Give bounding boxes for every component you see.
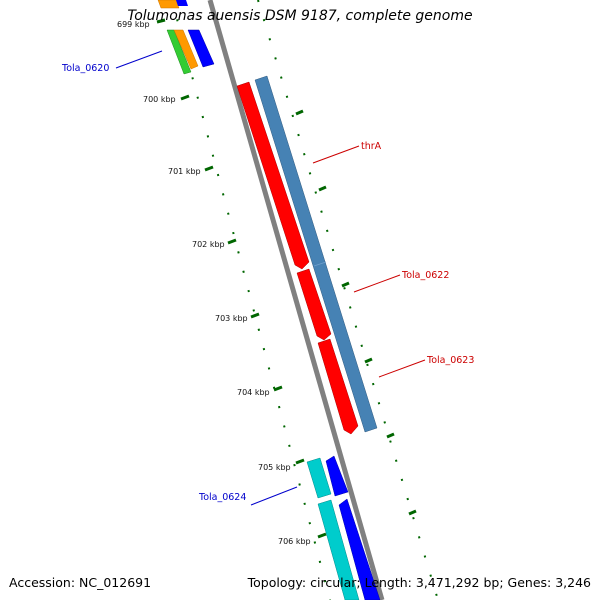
tick-703 [250, 312, 260, 319]
tick-label-702: 702 kbp [192, 240, 225, 249]
tick-label-701: 701 kbp [168, 167, 201, 176]
cds-orange-0620 [173, 29, 199, 70]
cds-blue-0620 [187, 29, 215, 68]
tick-699 [156, 18, 166, 24]
tick-label-706: 706 kbp [278, 537, 311, 546]
cds-blue-top [176, 0, 188, 6]
tick-706 [317, 532, 327, 539]
cds-tola-0623 [317, 338, 359, 435]
tick-label-705: 705 kbp [258, 463, 291, 472]
leader-tola-0624 [250, 486, 298, 506]
accession-text: Accession: NC_012691 [9, 575, 152, 590]
tick-label-704: 704 kbp [237, 388, 270, 397]
tick-label-699: 699 kbp [117, 20, 150, 29]
leader-tola-0620 [115, 50, 163, 69]
tick-label-700: 700 kbp [143, 95, 176, 104]
steel-divider [313, 261, 327, 267]
tick-701 [204, 165, 214, 172]
cds-green-0619 [166, 29, 192, 75]
cds-orange-top [157, 0, 180, 9]
cds-tola-0622 [296, 268, 332, 341]
gene-label-tola-0620[interactable]: Tola_0620 [61, 63, 109, 74]
cds-blue-0625 [338, 498, 381, 600]
leader-tola-0623 [378, 359, 426, 378]
tick-label-703: 703 kbp [215, 314, 248, 323]
genome-summary: Topology: circular; Length: 3,471,292 bp… [247, 575, 591, 590]
cds-steel-block [254, 75, 378, 433]
cds-cyan-0624 [306, 457, 332, 499]
gene-label-tola-0623[interactable]: Tola_0623 [426, 355, 474, 366]
leader-thrA [312, 145, 360, 164]
gene-label-tola-0624[interactable]: Tola_0624 [198, 492, 246, 503]
tick-704 [273, 385, 283, 392]
tick-700 [180, 94, 190, 101]
tick-702 [227, 238, 237, 245]
genome-backbone [207, 0, 385, 600]
cds-thrA [236, 81, 310, 270]
tick-705 [295, 458, 305, 465]
kbp-ticks-right [295, 109, 417, 516]
map-title: Tolumonas auensis DSM 9187, complete gen… [127, 8, 473, 24]
kbp-ticks [156, 18, 327, 539]
cds-blue-0624 [325, 455, 349, 497]
feature-lane-inner [158, 0, 386, 600]
leader-tola-0622 [353, 274, 401, 293]
cds-cyan-0625 [317, 499, 360, 600]
gene-label-thrA[interactable]: thrA [361, 141, 382, 152]
gene-label-tola-0622[interactable]: Tola_0622 [401, 270, 449, 281]
